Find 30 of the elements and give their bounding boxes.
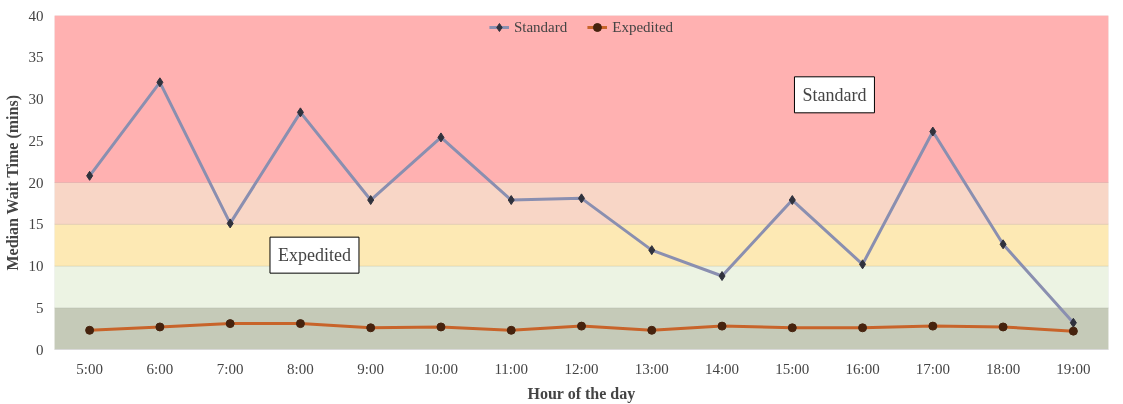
y-tick-label: 40 [28,7,44,24]
y-tick-label: 10 [28,258,44,274]
x-tick-label: 16:00 [845,360,880,377]
x-tick-label: 9:00 [357,360,385,377]
x-tick-label: 13:00 [634,360,669,377]
x-axis-title: Hour of the day [527,384,636,403]
y-tick-label: 5 [36,299,44,316]
x-tick-label: 17:00 [915,360,950,377]
x-tick-label: 10:00 [423,360,459,377]
y-tick-label: 20 [28,174,44,191]
x-tick-label: 12:00 [564,360,599,377]
x-tick-label: 5:00 [76,360,103,377]
y-tick-label: 15 [28,216,44,233]
x-tick-label: 18:00 [986,360,1021,377]
x-tick-label: 15:00 [775,360,810,377]
annotation: Expedited [278,245,351,266]
y-tick-label: 25 [28,132,44,149]
x-tick-label: 19:00 [1056,360,1091,377]
y-tick-label: 30 [28,91,44,107]
annotation: Standard [802,84,867,105]
x-tick-label: 11:00 [494,360,529,377]
y-tick-label: 35 [28,49,44,66]
x-tick-label: 14:00 [704,360,740,377]
x-tick-label: 7:00 [216,360,244,377]
x-tick-label: 6:00 [146,360,174,377]
x-tick-label: 8:00 [287,360,314,377]
legend-label: Standard [513,18,568,36]
y-axis-title: Median Wait Time (mins) [3,95,22,271]
y-tick-label: 0 [36,341,44,358]
legend-label: Expedited [612,18,674,36]
